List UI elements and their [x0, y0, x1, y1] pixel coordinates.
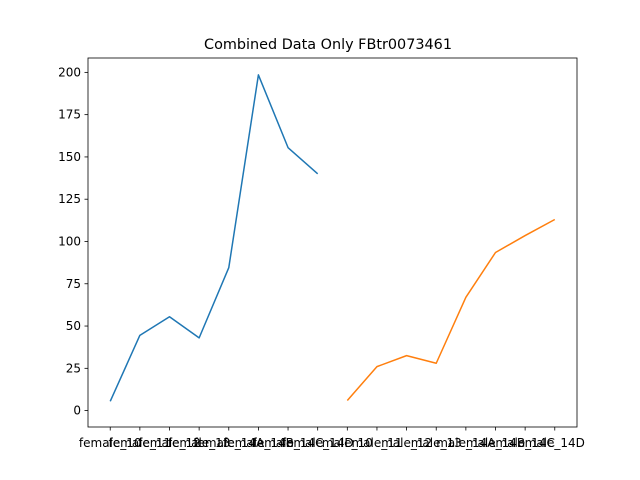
x-tick-label: female_13 [168, 436, 231, 450]
x-tick-label: female_10 [79, 436, 142, 450]
y-tick-label: 0 [73, 404, 81, 418]
x-tick-label: female_12 [138, 436, 201, 450]
y-tick-label: 200 [58, 65, 81, 79]
y-tick-label: 75 [66, 277, 81, 291]
x-tick-label: female_11 [109, 436, 172, 450]
chart-title: Combined Data Only FBtr0073461 [204, 37, 452, 53]
y-tick-label: 150 [58, 150, 81, 164]
x-tick-label: female_14B [223, 436, 294, 450]
axes-frame [87, 57, 578, 428]
y-tick-label: 50 [66, 319, 81, 333]
x-tick-label: male_12 [381, 436, 432, 450]
axes-layer: 0 25 50 75 100 125 150 175 200 female_10female_11… [58, 57, 585, 450]
x-tick-label: male_10 [322, 436, 373, 450]
series-layer [109, 74, 556, 402]
y-tick-label: 100 [58, 234, 81, 248]
x-tick-label: male_14D [525, 436, 585, 450]
x-tick-label: female_14D [282, 436, 354, 450]
y-tick-label: 25 [66, 361, 81, 375]
series-line-0 [109, 74, 319, 402]
y-tick-label: 175 [58, 108, 81, 122]
x-tick-label: female_14C [253, 436, 324, 450]
y-tick-label: 125 [58, 192, 81, 206]
series-line-1 [346, 218, 556, 401]
x-tick-label: male_14C [495, 436, 554, 450]
x-tick-label: male_11 [351, 436, 402, 450]
x-tick-label: female_14A [193, 436, 265, 450]
x-tick-label: male_14B [466, 436, 525, 450]
x-tick-label: male_14A [436, 436, 496, 450]
x-tick-label: male_13 [411, 436, 462, 450]
